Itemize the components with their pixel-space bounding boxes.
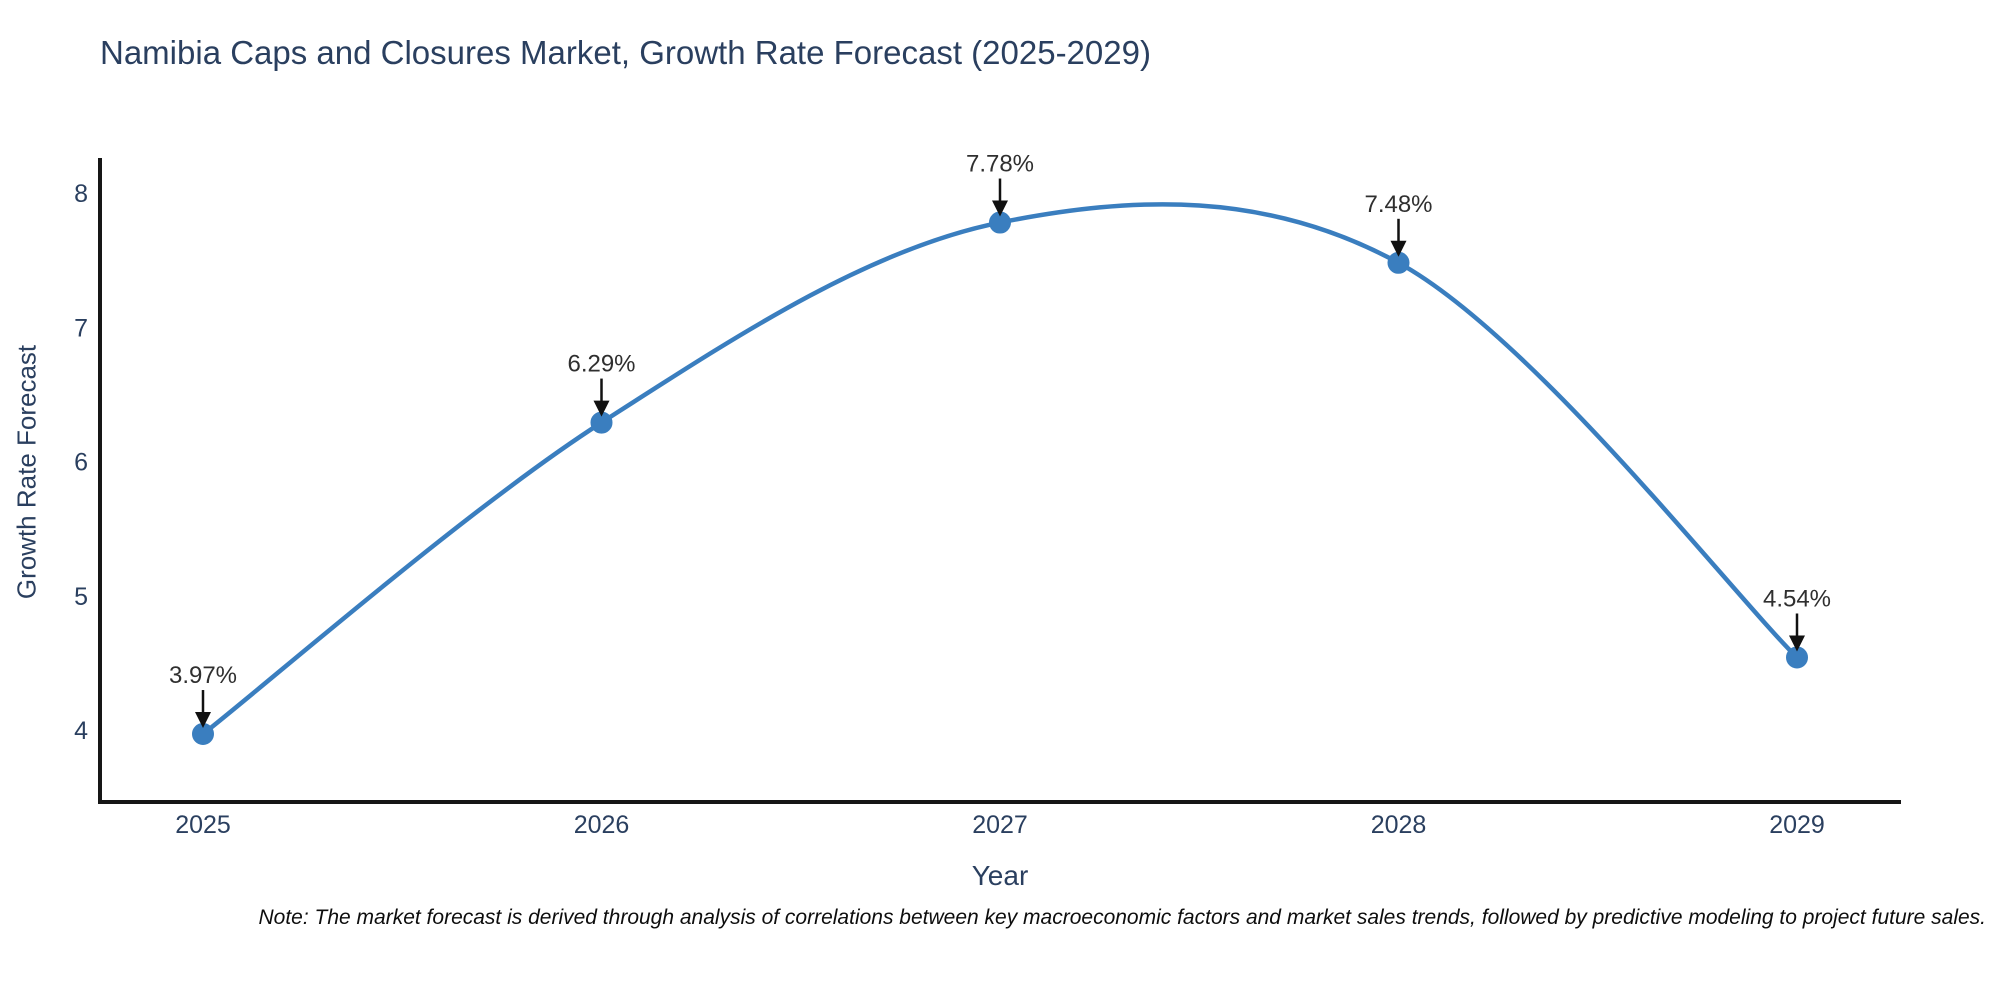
annotation-arrowhead-icon bbox=[195, 712, 211, 729]
y-tick-label: 6 bbox=[74, 449, 88, 477]
footnote: Note: The market forecast is derived thr… bbox=[258, 906, 1987, 929]
forecast-line bbox=[200, 202, 1800, 737]
annotation-arrowhead-icon bbox=[593, 400, 610, 417]
x-tick-label: 2028 bbox=[1371, 811, 1427, 839]
y-tick-label: 5 bbox=[74, 583, 88, 611]
data-point-label: 3.97% bbox=[169, 662, 237, 689]
chart-title: Namibia Caps and Closures Market, Growth… bbox=[100, 34, 1151, 71]
data-point-label: 6.29% bbox=[567, 351, 635, 378]
annotation-arrowhead-icon bbox=[1789, 635, 1805, 652]
data-point-label: 7.48% bbox=[1364, 191, 1432, 218]
y-axis-title: Growth Rate Forecast bbox=[11, 344, 42, 600]
data-point-label: 4.54% bbox=[1763, 586, 1831, 613]
x-tick-label: 2027 bbox=[972, 811, 1028, 839]
x-tick-label: 2025 bbox=[175, 811, 231, 839]
x-tick-label: 2029 bbox=[1769, 811, 1825, 839]
y-tick-label: 7 bbox=[74, 314, 88, 342]
annotation-arrowhead-icon bbox=[992, 200, 1008, 217]
y-tick-label: 8 bbox=[74, 180, 88, 208]
data-point-label: 7.78% bbox=[966, 151, 1034, 178]
x-axis-title: Year bbox=[971, 860, 1029, 891]
x-tick-label: 2026 bbox=[574, 811, 630, 839]
annotation-arrowhead-icon bbox=[1390, 240, 1407, 257]
y-tick-label: 4 bbox=[74, 717, 88, 745]
